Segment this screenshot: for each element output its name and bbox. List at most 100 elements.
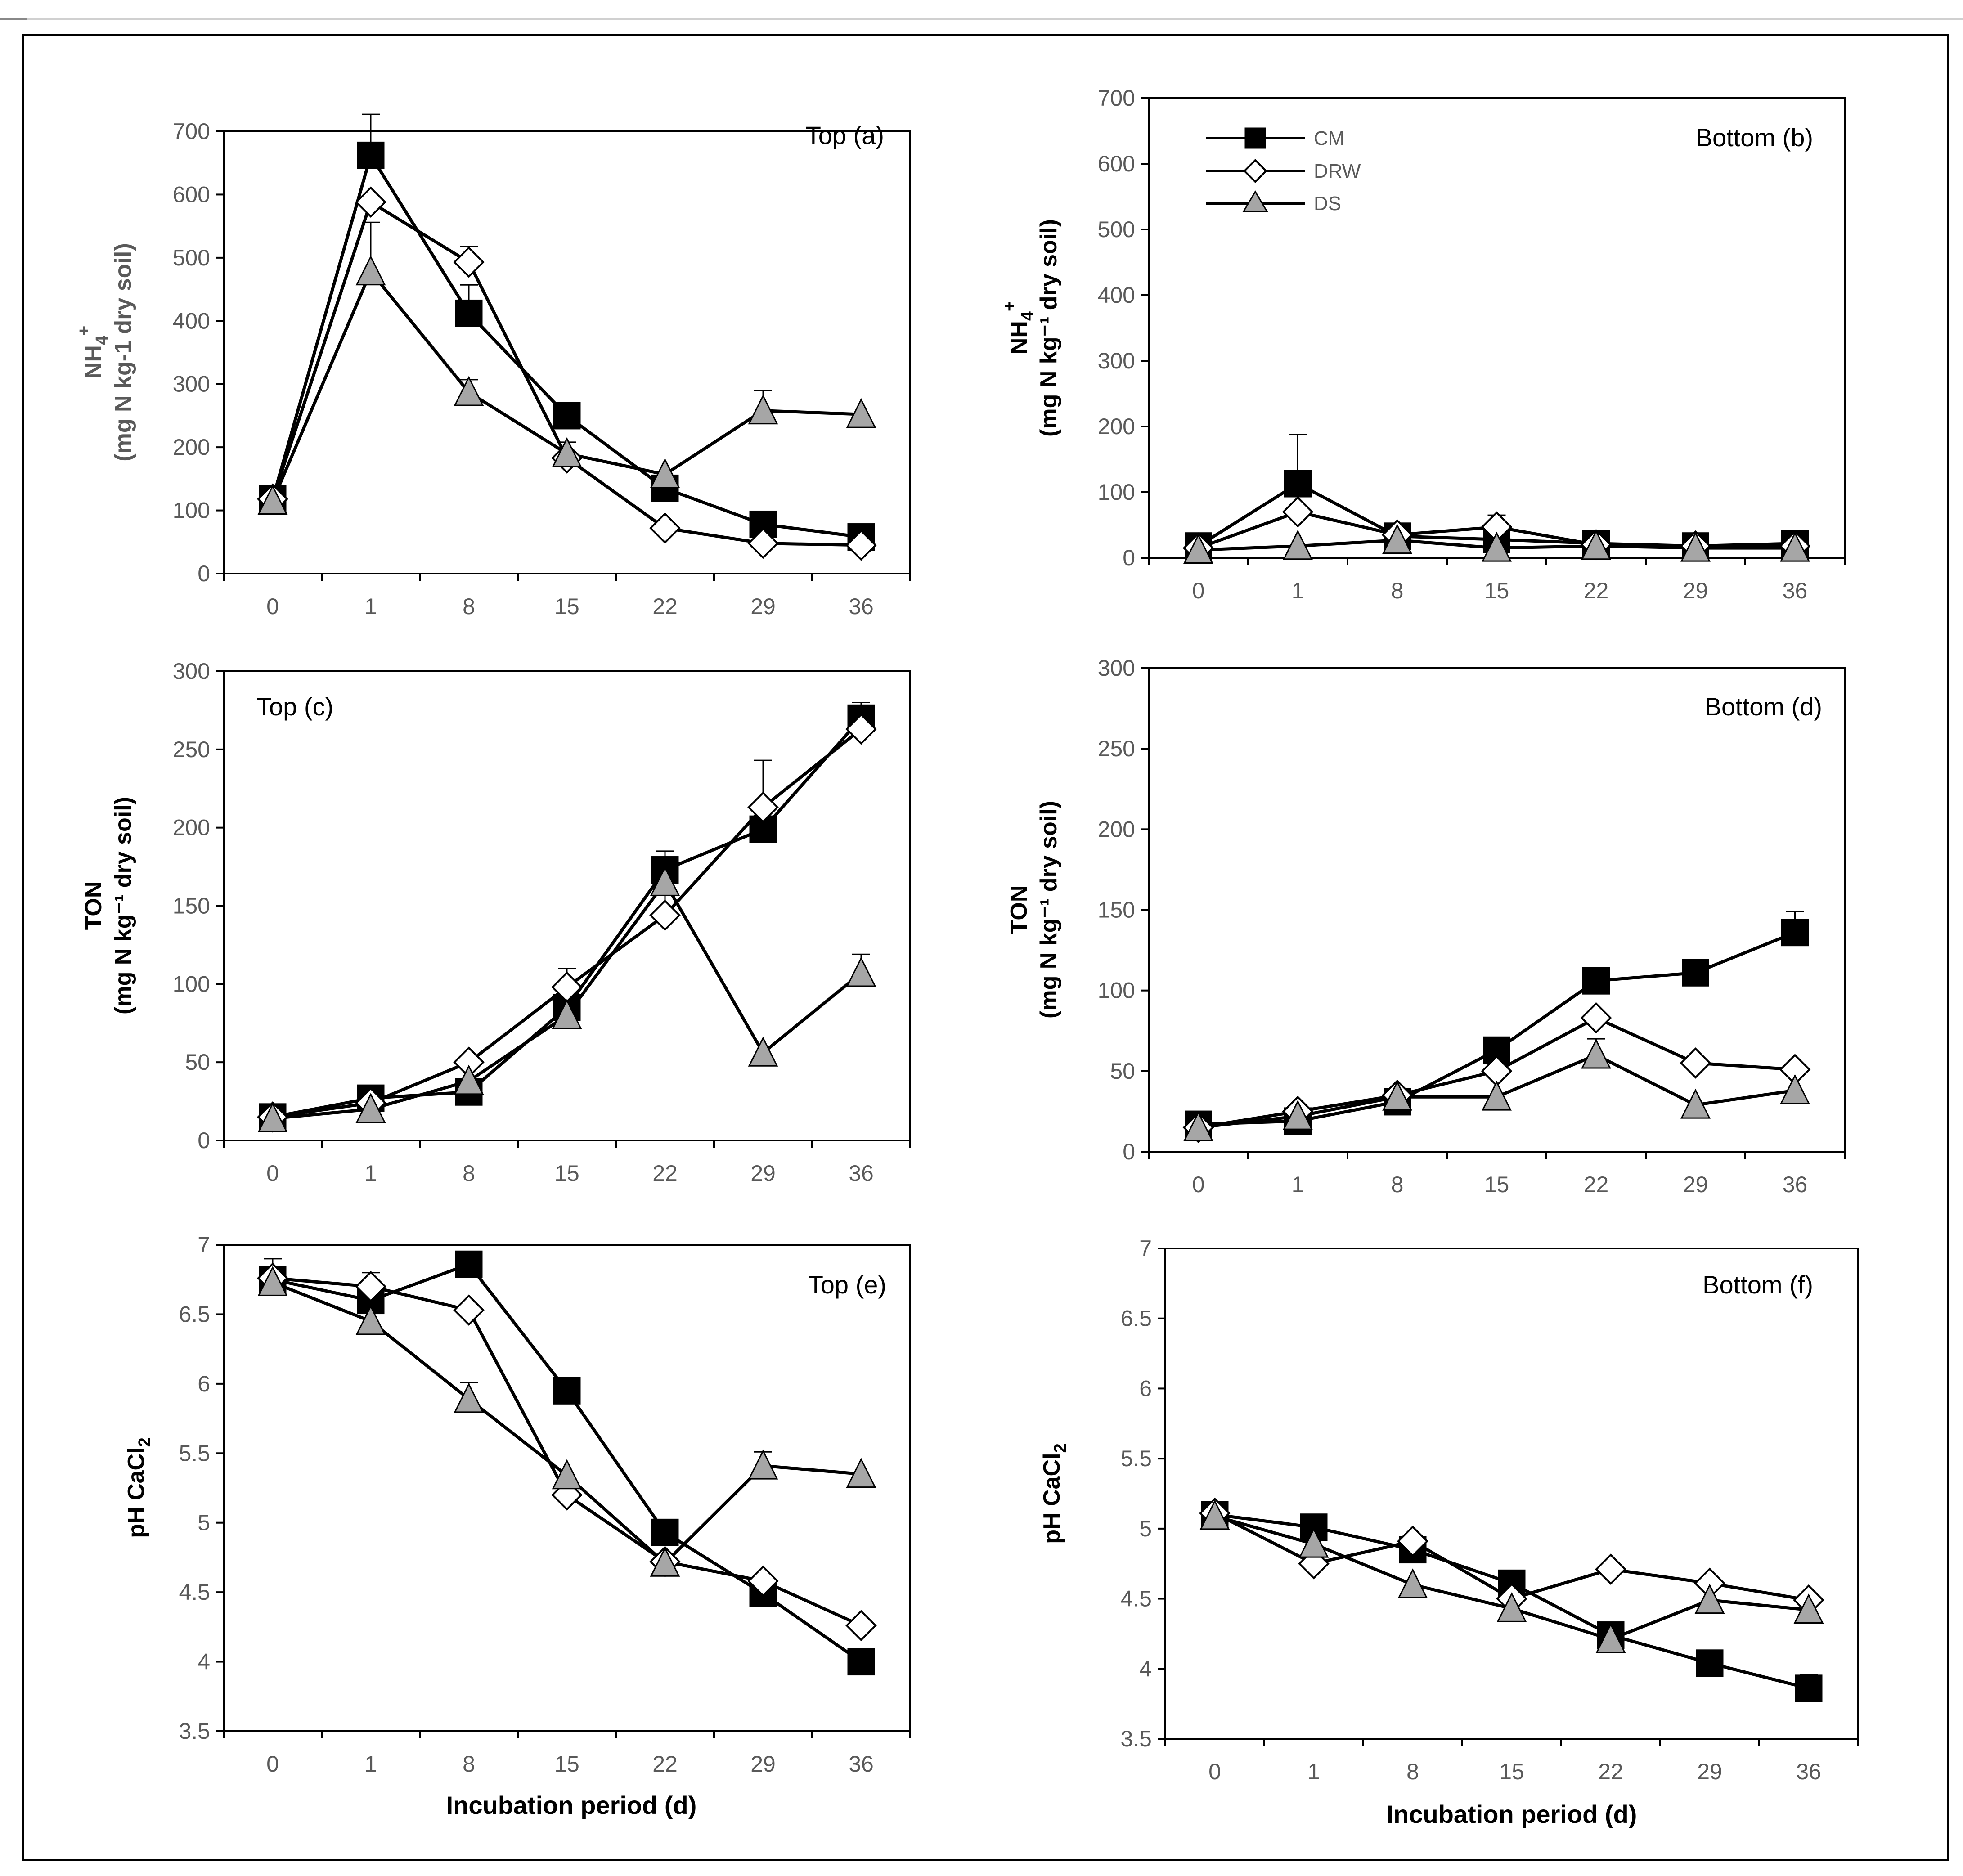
marker-ds-d-0 bbox=[1183, 1111, 1213, 1141]
marker-drw-a-5 bbox=[747, 527, 779, 559]
plot-area-a bbox=[223, 130, 911, 574]
y-tick-label-d-6: 300 bbox=[1098, 655, 1135, 681]
x-tick-label-b-0: 0 bbox=[1192, 578, 1205, 603]
y-tick-label-a-3: 300 bbox=[173, 372, 210, 397]
x-tick-label-c-4: 22 bbox=[652, 1161, 678, 1186]
marker-ds-e-5 bbox=[748, 1449, 778, 1480]
panel-title-a: Top (a) bbox=[806, 121, 884, 149]
marker-ds-e-1 bbox=[355, 1305, 386, 1335]
y-tick-label-e-3: 5 bbox=[198, 1510, 210, 1535]
y-tick-label-b-7: 700 bbox=[1098, 85, 1135, 111]
y-axis-title-sub-b: 4 bbox=[1018, 311, 1037, 321]
marker-ds-b-3 bbox=[1482, 531, 1512, 562]
marker-ds-e-3 bbox=[552, 1459, 582, 1490]
x-tick-label-f-1: 1 bbox=[1307, 1759, 1320, 1784]
x-tick-label-a-3: 15 bbox=[554, 594, 579, 619]
marker-cm-e-2 bbox=[455, 1250, 483, 1278]
y-tick-label-b-4: 400 bbox=[1098, 283, 1135, 308]
panel-d: 0 50 100 150 200 250 300 0 1 8 15 22 29 36 Bottom (d) T… bbox=[1006, 655, 1846, 1197]
y-tick-label-f-4: 5.5 bbox=[1120, 1446, 1152, 1471]
marker-ds-a-1 bbox=[355, 255, 386, 286]
x-tick-label-f-2: 8 bbox=[1406, 1759, 1419, 1784]
y-axis-title-sup-b: + bbox=[1000, 301, 1019, 311]
legend: CM DRW DS bbox=[1206, 127, 1361, 215]
x-tick-label-d-3: 15 bbox=[1484, 1172, 1509, 1197]
y-axis-title-a: NH4+ (mg N kg-1 dry soil) bbox=[75, 243, 136, 461]
marker-drw-a-4 bbox=[649, 512, 681, 544]
panel-a: 0 100 200 300 400 500 600 700 0 1 8 15 22 29 36 Top (a)… bbox=[75, 113, 911, 619]
marker-ds-c-1 bbox=[355, 1093, 386, 1123]
y-tick-label-f-3: 5 bbox=[1139, 1516, 1152, 1541]
y-tick-label-e-7: 7 bbox=[198, 1232, 210, 1257]
y-tick-label-f-5: 6 bbox=[1139, 1376, 1152, 1401]
y-tick-label-b-0: 0 bbox=[1123, 545, 1135, 570]
x-tick-label-f-6: 36 bbox=[1796, 1759, 1821, 1784]
marker-ds-d-5 bbox=[1680, 1088, 1711, 1119]
y-axis-title-main-c: TON bbox=[81, 881, 107, 930]
marker-cm-e-6 bbox=[847, 1648, 875, 1676]
marker-cm-a-2 bbox=[455, 299, 483, 327]
marker-drw-b-1 bbox=[1282, 496, 1314, 528]
marker-cm-f-5 bbox=[1696, 1649, 1724, 1677]
y-tick-label-d-3: 150 bbox=[1098, 898, 1135, 923]
y-axis-title-main-b: NH bbox=[1006, 321, 1032, 355]
marker-ds-d-4 bbox=[1581, 1038, 1611, 1069]
marker-ds-f-6 bbox=[1793, 1593, 1824, 1624]
y-axis-title-sub-a: 4 bbox=[93, 336, 112, 345]
marker-cm-d-3 bbox=[1483, 1036, 1510, 1064]
x-tick-label-b-1: 1 bbox=[1292, 578, 1304, 603]
x-tick-label-e-2: 8 bbox=[463, 1751, 475, 1777]
marker-ds-f-0 bbox=[1199, 1499, 1230, 1530]
marker-ds-f-4 bbox=[1595, 1623, 1626, 1653]
marker-ds-b-4 bbox=[1581, 530, 1611, 560]
marker-ds-e-2 bbox=[454, 1382, 484, 1413]
y-axis-title-line2-b: (mg N kg⁻¹ dry soil) bbox=[1036, 219, 1062, 437]
marker-cm-d-4 bbox=[1582, 967, 1610, 995]
y-axis-title-line2-d: (mg N kg⁻¹ dry soil) bbox=[1036, 801, 1062, 1019]
x-tick-label-d-6: 36 bbox=[1783, 1172, 1808, 1197]
marker-ds-a-0 bbox=[257, 485, 288, 515]
marker-ds-b-1 bbox=[1283, 530, 1313, 560]
marker-ds-b-0 bbox=[1183, 534, 1213, 564]
marker-ds-b-6 bbox=[1780, 531, 1810, 562]
y-tick-label-a-7: 700 bbox=[173, 119, 210, 144]
figure-frame bbox=[22, 34, 1949, 1861]
x-tick-label-f-5: 29 bbox=[1697, 1759, 1722, 1784]
marker-drw-e-5 bbox=[747, 1565, 779, 1597]
x-tick-label-a-0: 0 bbox=[266, 594, 279, 619]
x-tick-label-b-4: 22 bbox=[1584, 578, 1609, 603]
y-tick-label-d-0: 0 bbox=[1123, 1139, 1135, 1164]
panel-c: 0 50 100 150 200 250 300 0 1 8 15 22 29 36 Top (c) TON(… bbox=[81, 659, 911, 1186]
y-tick-label-e-5: 6 bbox=[198, 1371, 210, 1396]
x-tick-label-a-2: 8 bbox=[463, 594, 475, 619]
y-tick-label-c-5: 250 bbox=[173, 737, 210, 762]
y-tick-label-f-7: 7 bbox=[1139, 1236, 1152, 1261]
marker-drw-d-4 bbox=[1580, 1002, 1612, 1034]
y-tick-label-c-3: 150 bbox=[173, 893, 210, 919]
legend-label-ds: DS bbox=[1314, 193, 1341, 215]
panel-title-d: Bottom (d) bbox=[1705, 692, 1822, 721]
x-axis-title-left: Incubation period (d) bbox=[446, 1791, 697, 1819]
marker-ds-a-3 bbox=[552, 437, 582, 467]
y-tick-label-d-4: 200 bbox=[1098, 817, 1135, 842]
y-tick-label-f-0: 3.5 bbox=[1120, 1726, 1152, 1751]
y-tick-label-c-1: 50 bbox=[185, 1050, 210, 1075]
x-tick-label-b-3: 15 bbox=[1484, 578, 1509, 603]
marker-cm-f-6 bbox=[1795, 1674, 1823, 1702]
x-tick-label-d-5: 29 bbox=[1683, 1172, 1708, 1197]
y-tick-label-a-2: 200 bbox=[173, 435, 210, 460]
marker-ds-b-2 bbox=[1382, 524, 1412, 554]
x-tick-label-a-6: 36 bbox=[849, 594, 874, 619]
marker-ds-a-4 bbox=[650, 458, 680, 489]
x-tick-label-e-1: 1 bbox=[364, 1751, 377, 1777]
y-axis-title-b: NH4+ (mg N kg⁻¹ dry soil) bbox=[1000, 219, 1062, 437]
y-axis-title-sup-a: + bbox=[75, 326, 94, 336]
y-tick-label-d-2: 100 bbox=[1098, 978, 1135, 1003]
y-axis-title-main-a: NH bbox=[81, 345, 107, 379]
panel-title-f: Bottom (f) bbox=[1702, 1270, 1813, 1299]
marker-ds-c-2 bbox=[454, 1064, 484, 1095]
x-tick-label-c-5: 29 bbox=[750, 1161, 776, 1186]
y-tick-label-e-6: 6.5 bbox=[179, 1302, 210, 1327]
panel-f: 3.5 4 4.5 5 5.5 6 6.5 7 0 1 8 15 22 29 36 Bottom (f) pH … bbox=[1039, 1236, 1859, 1784]
